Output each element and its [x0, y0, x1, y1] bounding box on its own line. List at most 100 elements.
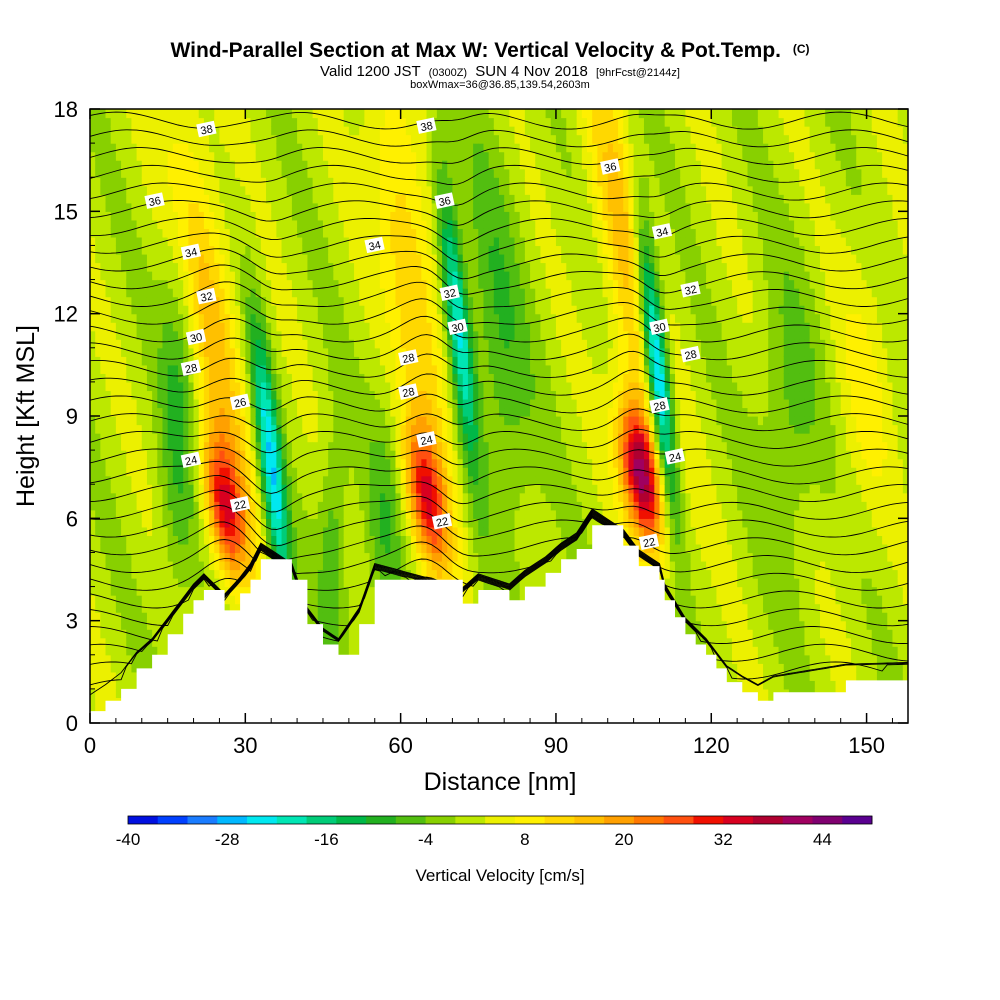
- velocity-cell: [105, 560, 112, 571]
- velocity-cell: [126, 134, 133, 144]
- velocity-cell: [240, 330, 246, 340]
- velocity-cell: [431, 441, 438, 451]
- velocity-cell: [307, 603, 314, 613]
- velocity-cell: [126, 467, 133, 477]
- velocity-cell: [95, 501, 101, 511]
- velocity-cell: [286, 450, 293, 460]
- velocity-cell: [162, 450, 169, 460]
- velocity-cell: [328, 416, 334, 426]
- velocity-cell: [178, 126, 184, 136]
- velocity-cell: [379, 458, 386, 468]
- velocity-cell: [90, 543, 96, 554]
- velocity-cell: [390, 475, 397, 485]
- velocity-cell: [426, 526, 433, 536]
- velocity-cell: [229, 202, 236, 212]
- velocity-cell: [307, 202, 314, 212]
- velocity-cell: [188, 543, 195, 554]
- velocity-cell: [219, 288, 226, 298]
- velocity-cell: [328, 109, 334, 119]
- velocity-cell: [271, 467, 277, 477]
- velocity-cell: [390, 194, 397, 204]
- velocity-cell: [172, 526, 179, 536]
- velocity-cell: [214, 578, 221, 588]
- velocity-cell: [302, 109, 309, 119]
- velocity-cell: [405, 424, 412, 434]
- velocity-cell: [416, 219, 422, 229]
- velocity-cell: [162, 595, 169, 605]
- velocity-cell: [198, 339, 205, 349]
- velocity-cell: [364, 552, 371, 562]
- velocity-cell: [188, 109, 195, 119]
- velocity-cell: [100, 646, 107, 656]
- velocity-cell: [198, 450, 205, 460]
- velocity-cell: [405, 177, 412, 187]
- velocity-cell: [115, 603, 122, 613]
- velocity-cell: [157, 560, 164, 571]
- velocity-cell: [436, 109, 443, 119]
- velocity-cell: [374, 416, 381, 426]
- velocity-cell: [110, 526, 117, 536]
- velocity-cell: [121, 322, 127, 332]
- velocity-cell: [100, 595, 107, 605]
- velocity-cell: [343, 109, 350, 119]
- velocity-cell: [95, 535, 101, 545]
- velocity-cell: [333, 416, 340, 426]
- velocity-cell: [385, 194, 391, 204]
- velocity-cell: [131, 253, 138, 264]
- velocity-cell: [250, 143, 257, 153]
- velocity-cell: [266, 228, 272, 238]
- velocity-cell: [421, 501, 428, 511]
- velocity-cell: [395, 450, 402, 460]
- velocity-cell: [338, 168, 345, 178]
- velocity-cell: [426, 296, 433, 306]
- velocity-cell: [260, 484, 267, 494]
- velocity-cell: [354, 330, 360, 340]
- velocity-cell: [260, 271, 267, 281]
- velocity-cell: [348, 569, 355, 579]
- velocity-cell: [105, 194, 112, 204]
- velocity-cell: [390, 211, 397, 221]
- velocity-cell: [395, 109, 402, 119]
- velocity-cell: [105, 637, 112, 647]
- velocity-cell: [385, 424, 391, 434]
- velocity-cell: [240, 441, 246, 451]
- velocity-cell: [348, 381, 355, 392]
- velocity-cell: [90, 535, 96, 545]
- velocity-cell: [276, 381, 283, 392]
- velocity-cell: [322, 271, 329, 281]
- velocity-cell: [426, 185, 433, 195]
- velocity-cell: [395, 288, 402, 298]
- velocity-cell: [426, 177, 433, 187]
- velocity-cell: [291, 424, 298, 434]
- velocity-cell: [167, 288, 174, 298]
- velocity-cell: [178, 390, 184, 400]
- velocity-cell: [354, 117, 360, 127]
- velocity-cell: [281, 356, 288, 366]
- velocity-cell: [297, 160, 303, 170]
- velocity-cell: [157, 595, 164, 605]
- velocity-cell: [105, 117, 112, 127]
- velocity-cell: [385, 433, 391, 443]
- velocity-cell: [152, 364, 158, 374]
- velocity-cell: [152, 305, 158, 315]
- velocity-cell: [178, 134, 184, 144]
- velocity-cell: [146, 279, 153, 289]
- velocity-cell: [364, 185, 371, 195]
- velocity-cell: [188, 126, 195, 136]
- velocity-cell: [426, 322, 433, 332]
- velocity-cell: [188, 381, 195, 392]
- velocity-cell: [146, 535, 153, 545]
- velocity-cell: [157, 168, 164, 178]
- velocity-cell: [328, 305, 334, 315]
- velocity-cell: [317, 526, 324, 536]
- velocity-cell: [234, 253, 241, 264]
- velocity-cell: [317, 407, 324, 417]
- velocity-cell: [333, 160, 340, 170]
- velocity-cell: [328, 322, 334, 332]
- velocity-cell: [131, 185, 138, 195]
- velocity-cell: [436, 501, 443, 511]
- velocity-cell: [131, 322, 138, 332]
- velocity-cell: [385, 305, 391, 315]
- velocity-cell: [405, 143, 412, 153]
- velocity-cell: [183, 279, 189, 289]
